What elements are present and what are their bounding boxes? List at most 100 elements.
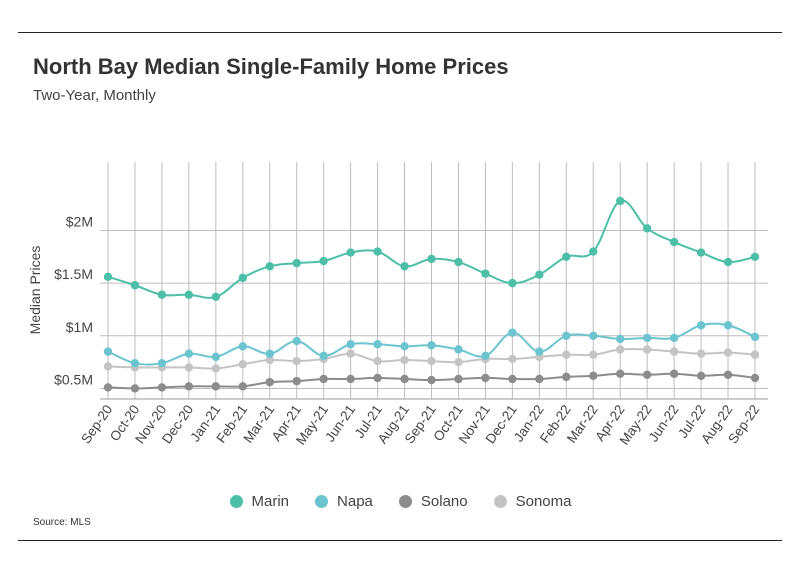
bottom-rule — [18, 540, 782, 541]
data-point-solano — [696, 371, 706, 381]
data-point-solano — [481, 373, 490, 383]
legend: Marin Napa Solano Sonoma — [0, 493, 801, 510]
series-napa — [103, 321, 760, 368]
data-point-napa — [669, 333, 679, 343]
data-point-napa — [723, 321, 733, 330]
data-point-solano — [508, 374, 517, 384]
data-point-napa — [535, 347, 544, 356]
data-point-sonoma — [669, 347, 679, 356]
data-point-marin — [292, 258, 301, 268]
data-point-solano — [562, 372, 571, 382]
data-point-sonoma — [616, 345, 625, 354]
data-point-solano — [642, 370, 652, 379]
data-point-napa — [130, 358, 140, 368]
data-point-solano — [346, 374, 355, 384]
y-tick-label: $1.5M — [54, 266, 93, 282]
data-point-napa — [319, 351, 328, 361]
data-point-marin — [508, 278, 517, 288]
data-point-marin — [589, 247, 598, 256]
data-point-solano — [750, 373, 760, 383]
data-point-solano — [616, 369, 625, 378]
data-point-napa — [292, 336, 301, 346]
data-point-sonoma — [238, 360, 247, 369]
data-point-marin — [265, 262, 274, 271]
source-note: Source: MLS — [33, 517, 91, 528]
data-point-marin — [454, 257, 463, 267]
legend-label-napa: Napa — [337, 493, 373, 510]
y-tick-labels: $0.5M $1M $1.5M $2M — [54, 213, 93, 387]
data-point-napa — [642, 333, 652, 343]
data-point-sonoma — [103, 362, 113, 371]
data-point-napa — [346, 340, 355, 349]
data-point-solano — [184, 382, 194, 391]
data-point-napa — [157, 358, 167, 368]
data-point-sonoma — [562, 350, 571, 359]
data-point-sonoma — [750, 350, 760, 359]
y-tick-label: $0.5M — [54, 371, 93, 387]
data-point-solano — [723, 370, 733, 379]
data-point-napa — [211, 352, 221, 362]
legend-swatch-sonoma — [493, 495, 507, 508]
data-point-napa — [238, 342, 247, 351]
data-point-napa — [750, 332, 760, 342]
y-tick-label: $1M — [66, 319, 93, 335]
data-point-solano — [319, 374, 328, 384]
data-point-napa — [400, 342, 409, 351]
data-point-solano — [535, 374, 544, 384]
data-point-marin — [319, 256, 328, 266]
data-point-sonoma — [589, 350, 598, 359]
data-point-marin — [400, 262, 409, 271]
data-point-sonoma — [265, 355, 274, 365]
data-point-marin — [130, 281, 140, 290]
data-point-sonoma — [642, 345, 652, 354]
legend-item-marin[interactable]: Marin — [229, 493, 290, 510]
data-point-sonoma — [508, 354, 517, 364]
data-point-marin — [669, 237, 679, 247]
data-point-solano — [427, 375, 436, 385]
y-tick-label: $2M — [66, 213, 93, 229]
data-point-solano — [130, 384, 140, 393]
data-point-napa — [589, 331, 598, 340]
data-point-napa — [696, 321, 706, 330]
data-point-sonoma — [723, 348, 733, 357]
data-point-sonoma — [211, 364, 221, 373]
legend-label-solano: Solano — [420, 493, 468, 510]
legend-swatch-marin — [229, 495, 243, 508]
x-tick-label: Sep-20 — [78, 402, 115, 446]
data-point-sonoma — [696, 349, 706, 358]
legend-label-marin: Marin — [251, 493, 290, 510]
legend-swatch-napa — [315, 495, 329, 508]
series-lines — [103, 196, 760, 393]
legend-item-solano[interactable]: Solano — [398, 493, 468, 510]
data-point-marin — [238, 273, 247, 283]
data-point-solano — [157, 383, 167, 392]
data-point-marin — [481, 269, 490, 278]
data-point-marin — [642, 224, 652, 233]
data-point-marin — [562, 252, 571, 261]
data-point-sonoma — [427, 356, 436, 366]
series-sonoma — [103, 345, 760, 373]
data-point-napa — [103, 347, 113, 356]
data-point-marin — [535, 270, 544, 279]
chart-title: North Bay Median Single-Family Home Pric… — [33, 54, 509, 79]
legend-item-sonoma[interactable]: Sonoma — [493, 493, 572, 510]
data-point-marin — [157, 290, 167, 299]
legend-label-sonoma: Sonoma — [515, 493, 572, 510]
data-point-sonoma — [454, 357, 463, 367]
data-point-napa — [508, 328, 517, 337]
data-point-sonoma — [184, 363, 194, 372]
data-point-marin — [184, 290, 194, 299]
y-axis-label: Median Prices — [27, 246, 43, 335]
data-point-solano — [669, 369, 679, 378]
data-point-solano — [400, 374, 409, 384]
data-point-marin — [346, 248, 355, 257]
series-solano — [103, 369, 760, 393]
data-point-napa — [427, 341, 436, 350]
data-point-solano — [238, 382, 247, 391]
chart-subtitle: Two-Year, Monthly — [33, 87, 156, 104]
data-point-marin — [750, 252, 760, 261]
data-point-napa — [373, 340, 382, 349]
data-point-napa — [184, 349, 194, 358]
legend-item-napa[interactable]: Napa — [315, 493, 373, 510]
